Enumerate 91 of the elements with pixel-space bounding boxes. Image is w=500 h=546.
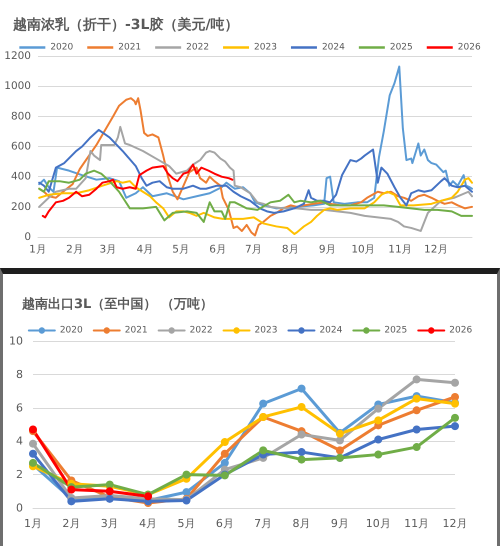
x-tick-label: 5月 — [172, 244, 190, 256]
point — [412, 394, 421, 403]
x-tick-label: 4月 — [139, 517, 158, 530]
x-tick-label: 9月 — [330, 517, 349, 530]
legend-label: 2020 — [50, 42, 74, 52]
y-tick-label: 0 — [16, 502, 23, 514]
point — [374, 436, 382, 444]
point — [298, 456, 306, 464]
x-tick-label: 12月 — [424, 244, 448, 256]
legend-label: 2026 — [449, 326, 472, 336]
y-tick-label: 8 — [16, 368, 23, 381]
legend-label: 2021 — [118, 42, 142, 52]
x-tick-label: 6月 — [216, 517, 234, 530]
x-tick-label: 8月 — [292, 517, 311, 530]
point — [412, 443, 421, 452]
point — [336, 446, 344, 454]
y-tick-label: 0 — [24, 231, 31, 243]
legend-label: 2022 — [186, 42, 210, 52]
point — [220, 458, 229, 467]
chart-title: 越南出口3L（至中国） （万吨） — [21, 297, 213, 312]
legend-label: 2025 — [390, 42, 413, 52]
x-tick-label: 9月 — [318, 244, 337, 256]
line-series — [38, 126, 473, 232]
chart-title: 越南浓乳（折干）-3L胶（美元/吨） — [12, 16, 239, 33]
point — [412, 406, 421, 414]
y-tick-label: 1000 — [4, 80, 31, 92]
x-tick-label: 8月 — [282, 244, 300, 256]
legend-label: 2023 — [254, 42, 277, 52]
line-series — [38, 170, 473, 223]
y-tick-label: 800 — [10, 110, 31, 122]
point — [298, 384, 306, 393]
point — [259, 446, 268, 454]
point — [29, 450, 37, 458]
point — [298, 430, 306, 439]
legend-label: 2023 — [254, 326, 278, 336]
point — [412, 375, 421, 384]
legend-label: 2020 — [60, 326, 84, 336]
point — [412, 426, 421, 434]
point — [67, 497, 76, 506]
x-tick-label: 6月 — [209, 244, 227, 256]
point — [259, 400, 268, 408]
line-series — [38, 66, 473, 210]
point — [451, 378, 459, 387]
y-tick-label: 600 — [10, 140, 31, 152]
legend-label: 2026 — [458, 42, 481, 52]
y-tick-label: 2 — [16, 468, 23, 482]
point — [182, 470, 190, 479]
x-tick-label: 10月 — [351, 244, 376, 256]
line-series — [38, 128, 473, 214]
point — [182, 488, 190, 496]
x-tick-label: 11月 — [404, 517, 430, 530]
line-series — [42, 164, 234, 218]
point — [29, 440, 37, 448]
line-series — [38, 177, 473, 235]
x-tick-label: 1月 — [24, 517, 42, 530]
y-tick-label: 1200 — [4, 50, 31, 62]
point — [298, 448, 306, 456]
legend-label: 2024 — [319, 326, 343, 336]
point — [451, 414, 459, 422]
point — [374, 450, 382, 459]
point — [336, 436, 344, 444]
x-tick-label: 11月 — [388, 244, 413, 256]
legend-label: 2025 — [384, 326, 408, 336]
point — [374, 404, 382, 413]
y-tick-label: 4 — [16, 434, 23, 448]
x-tick-label: 12月 — [442, 517, 468, 530]
y-tick-label: 200 — [10, 200, 31, 213]
point — [451, 392, 459, 401]
y-tick-label: 400 — [10, 170, 31, 183]
point — [298, 402, 306, 411]
y-tick-label: 6 — [16, 401, 23, 414]
point — [374, 416, 382, 424]
legend-label: 2021 — [124, 326, 148, 336]
point — [106, 487, 114, 496]
x-tick-label: 7月 — [254, 517, 272, 530]
x-tick-label: 3月 — [100, 244, 118, 256]
x-tick-label: 2月 — [62, 517, 80, 530]
point — [451, 422, 459, 430]
x-tick-label: 1月 — [29, 244, 47, 256]
x-tick-label: 2月 — [66, 244, 84, 256]
x-tick-label: 3月 — [100, 517, 119, 530]
point — [67, 486, 76, 494]
legend-label: 2022 — [190, 326, 213, 336]
legend-label: 2024 — [322, 42, 346, 52]
x-tick-label: 10月 — [366, 517, 391, 530]
point — [220, 438, 229, 446]
x-tick-label: 7月 — [244, 244, 263, 256]
point — [220, 450, 229, 458]
x-tick-label: 5月 — [177, 517, 196, 530]
y-tick-label: 10 — [9, 334, 23, 348]
x-tick-label: 4月 — [136, 244, 154, 256]
